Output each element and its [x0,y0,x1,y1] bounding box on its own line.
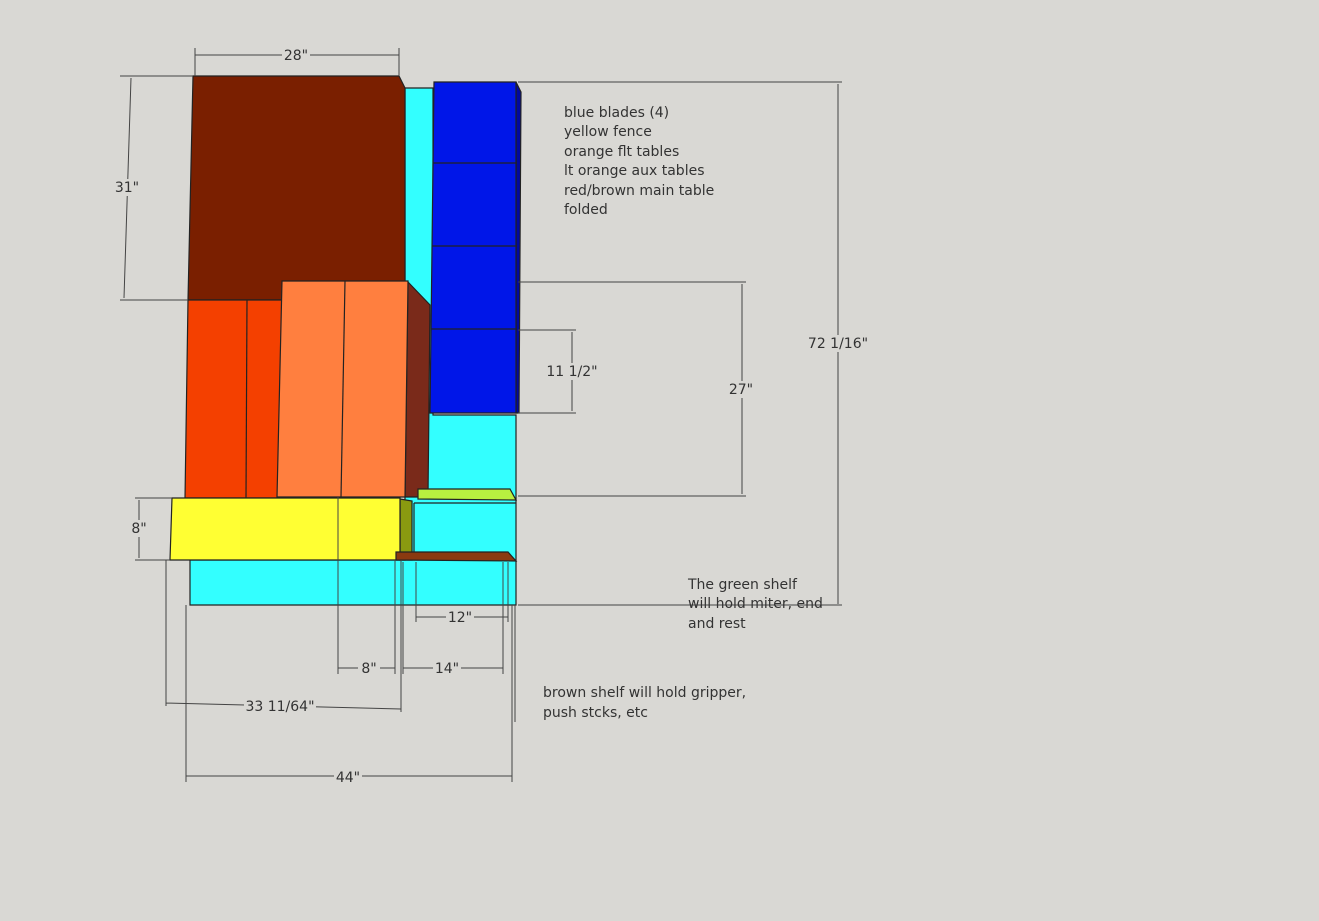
note-line: and rest [688,616,746,632]
dimension-label: 44" [336,770,360,786]
dimension-labels: 28" 31" 72 1/16" 27" 11 1/2" 8" 12" 8" 1… [112,47,871,786]
legend-note: blue blades (4) yellow fence orange flt … [564,105,714,218]
green-shelf [417,488,518,501]
green-shelf-note: The green shelf will hold miter, end and… [687,577,823,632]
blades [429,81,517,414]
dimension-label: 14" [435,661,459,677]
note-line: blue blades (4) [564,105,669,121]
brown-shelf-note: brown shelf will hold gripper, push stck… [543,685,746,721]
note-line: lt orange aux tables [564,163,705,179]
fence-side [399,498,413,561]
dimension-label: 28" [284,48,308,64]
dimension-label: 33 11/64" [245,699,314,715]
edge [340,280,346,498]
note-line: brown shelf will hold gripper, [543,685,746,701]
dimension-label: 72 1/16" [808,336,868,352]
dimension-label: 8" [361,661,376,677]
brown-shelf [395,551,518,562]
note-line: orange flt tables [564,144,679,160]
note-line: push stcks, etc [543,705,648,721]
note-line: red/brown main table [564,183,714,199]
dimension-label: 8" [131,521,146,537]
dimension-label: 27" [729,382,753,398]
fence [169,497,401,561]
note-line: folded [564,202,608,218]
dimension-label: 11 1/2" [546,364,597,380]
aux-side [404,280,431,498]
edge [245,299,248,499]
dimension-label: 12" [448,610,472,626]
note-line: The green shelf [687,577,798,593]
dimension-label: 31" [115,180,139,196]
note-line: will hold miter, end [688,596,823,612]
note-line: yellow fence [564,124,652,140]
flt-tables [184,299,283,499]
main-table [187,75,406,301]
